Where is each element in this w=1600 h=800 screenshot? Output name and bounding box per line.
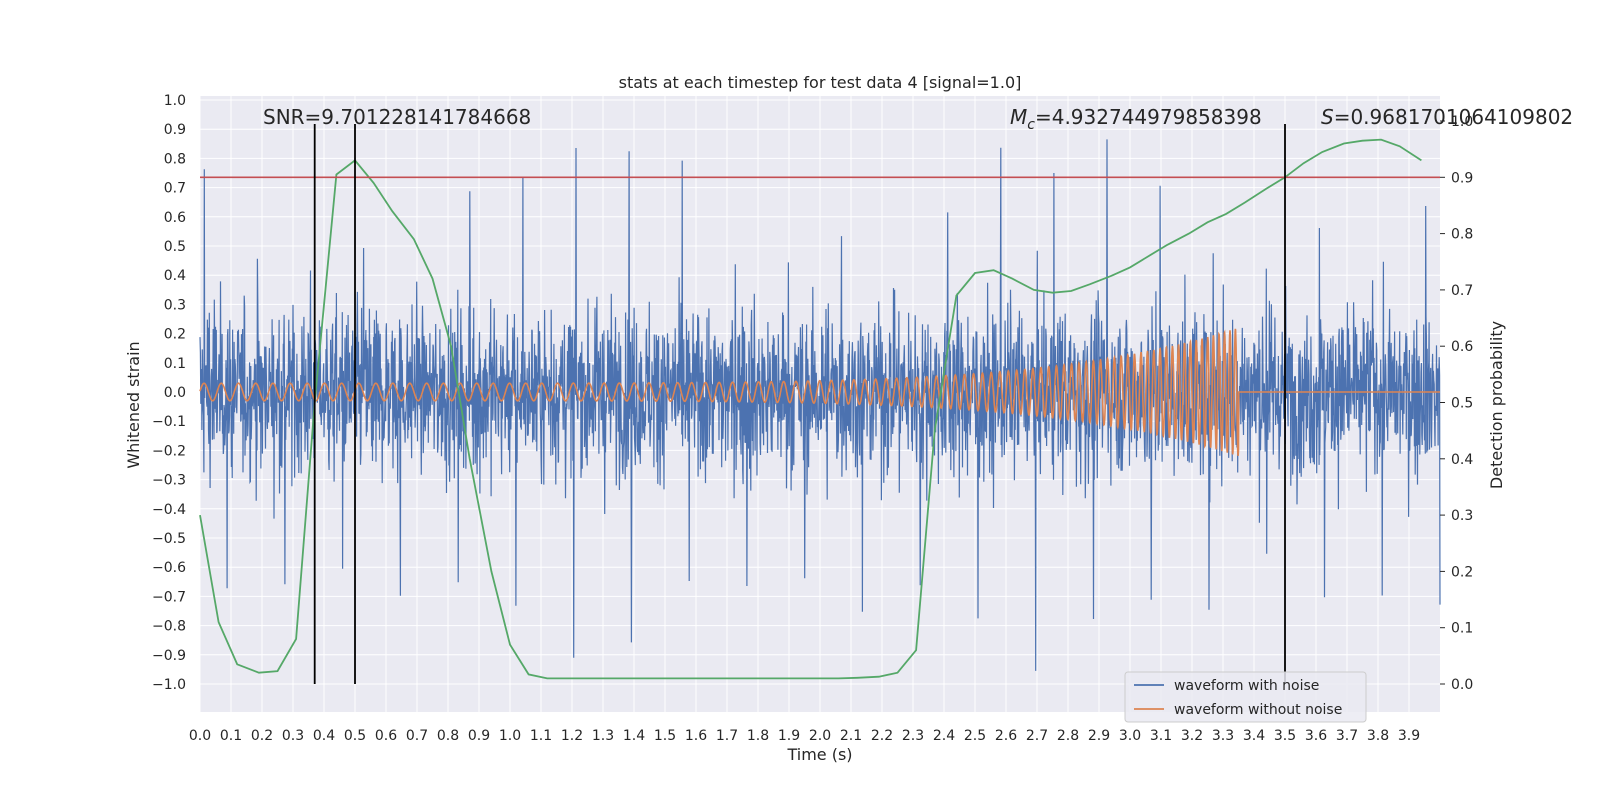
x-tick-label: 1.8 [747,728,769,744]
x-tick-label: 1.5 [654,728,676,744]
x-tick-label: 2.5 [964,728,986,744]
s-annotation: S=0.9681701064109802 [1321,105,1573,129]
y-tick-label: 0.0 [164,385,186,401]
chart-title: stats at each timestep for test data 4 [… [619,73,1022,92]
y2-tick-label: 0.1 [1451,621,1473,637]
legend-label-noise: waveform with noise [1174,678,1319,694]
x-tick-label: 2.8 [1057,728,1079,744]
y-tick-label: −0.5 [152,531,186,547]
x-tick-label: 1.1 [530,728,552,744]
x-tick-label: 0.5 [344,728,366,744]
y2-tick-label: 0.8 [1451,227,1473,243]
x-tick-label: 0.0 [189,728,211,744]
x-tick-label: 1.3 [592,728,614,744]
y-tick-label: 0.2 [164,327,186,343]
chirp-waveform-line [199,328,1440,456]
snr-annotation: SNR=9.701228141784668 [263,105,531,129]
y-tick-label: 1.0 [164,93,186,109]
y-tick-label: 0.3 [164,297,186,313]
x-tick-label: 1.9 [778,728,800,744]
x-tick-label: 1.2 [561,728,583,744]
y-tick-label: 0.8 [164,151,186,167]
x-tick-label: 0.8 [437,728,459,744]
y2-tick-label: 0.9 [1451,170,1473,186]
y-tick-label: −0.1 [152,414,186,430]
x-tick-label: 0.4 [313,728,335,744]
x-tick-label: 0.7 [406,728,428,744]
x-tick-label: 2.7 [1026,728,1048,744]
x-axis-label: Time (s) [786,745,852,764]
y-tick-label: −1.0 [152,677,186,693]
y2-tick-label: 0.6 [1451,339,1473,355]
y-tick-label: 0.1 [164,356,186,372]
x-tick-label: 0.2 [251,728,273,744]
x-tick-label: 0.9 [468,728,490,744]
x-tick-label: 2.3 [902,728,924,744]
overlay-lines [200,124,1440,684]
y2-tick-label: 0.2 [1451,564,1473,580]
y-tick-label: −0.8 [152,619,186,635]
y2-tick-label: 0.7 [1451,283,1473,299]
y2-tick-label: 1.0 [1451,114,1473,130]
x-tick-label: 1.7 [716,728,738,744]
x-tick-label: 3.9 [1398,728,1420,744]
x-tick-label: 3.5 [1274,728,1296,744]
y-tick-label: 0.7 [164,181,186,197]
y-tick-label: 0.9 [164,122,186,138]
y-tick-label: 0.6 [164,210,186,226]
y-tick-label: 0.5 [164,239,186,255]
y2-axis-ticks: 0.0 0.1 0.2 0.3 0.4 0.5 0.6 0.7 0.8 0.9 1.0 [1440,114,1473,693]
y-tick-label: −0.9 [152,648,186,664]
x-tick-label: 1.6 [685,728,707,744]
y2-tick-label: 0.3 [1451,508,1473,524]
probability-series [199,138,1422,680]
y-tick-label: −0.7 [152,589,186,605]
mc-annotation: Mc=4.932744979858398 [1010,105,1262,133]
legend: waveform with noise waveform without noi… [1124,671,1367,723]
x-tick-label: 2.9 [1088,728,1110,744]
x-tick-label: 1.4 [623,728,645,744]
x-tick-label: 3.3 [1212,728,1234,744]
x-tick-label: 2.0 [809,728,831,744]
x-tick-label: 0.3 [282,728,304,744]
y-tick-label: 0.4 [164,268,186,284]
legend-box [1124,671,1367,723]
y-tick-label: −0.6 [152,560,186,576]
x-tick-label: 0.1 [220,728,242,744]
x-tick-label: 1.0 [499,728,521,744]
detection-probability-line [199,138,1422,680]
x-tick-label: 3.1 [1150,728,1172,744]
x-tick-label: 2.4 [933,728,955,744]
y2-tick-label: 0.5 [1451,396,1473,412]
x-axis-ticks: 0.0 0.1 0.2 0.3 0.4 0.5 0.6 0.7 0.8 0.9 1.0 1.1 1.2 1… [189,728,1420,744]
x-tick-label: 3.4 [1243,728,1265,744]
x-tick-label: 3.2 [1181,728,1203,744]
x-tick-label: 0.6 [375,728,397,744]
x-tick-label: 2.2 [871,728,893,744]
x-tick-label: 3.8 [1367,728,1389,744]
y2-tick-label: 0.0 [1451,677,1473,693]
chirp-series [199,328,1440,456]
y-tick-label: −0.3 [152,473,186,489]
x-tick-label: 3.7 [1336,728,1358,744]
y-tick-label: −0.2 [152,443,186,459]
y2-axis-label: Detection probability [1487,321,1506,489]
x-tick-label: 2.1 [840,728,862,744]
y-axis-ticks: 1.0 0.9 0.8 0.7 0.6 0.5 0.4 0.3 0.2 0.1 0.0 −0.1 −0.… [152,93,186,693]
x-tick-label: 2.6 [995,728,1017,744]
legend-label-chirp: waveform without noise [1174,702,1342,718]
y-axis-label: Whitened strain [124,341,143,468]
x-tick-label: 3.0 [1119,728,1141,744]
x-tick-label: 3.6 [1305,728,1327,744]
y-tick-label: −0.4 [152,502,186,518]
y2-tick-label: 0.4 [1451,452,1473,468]
